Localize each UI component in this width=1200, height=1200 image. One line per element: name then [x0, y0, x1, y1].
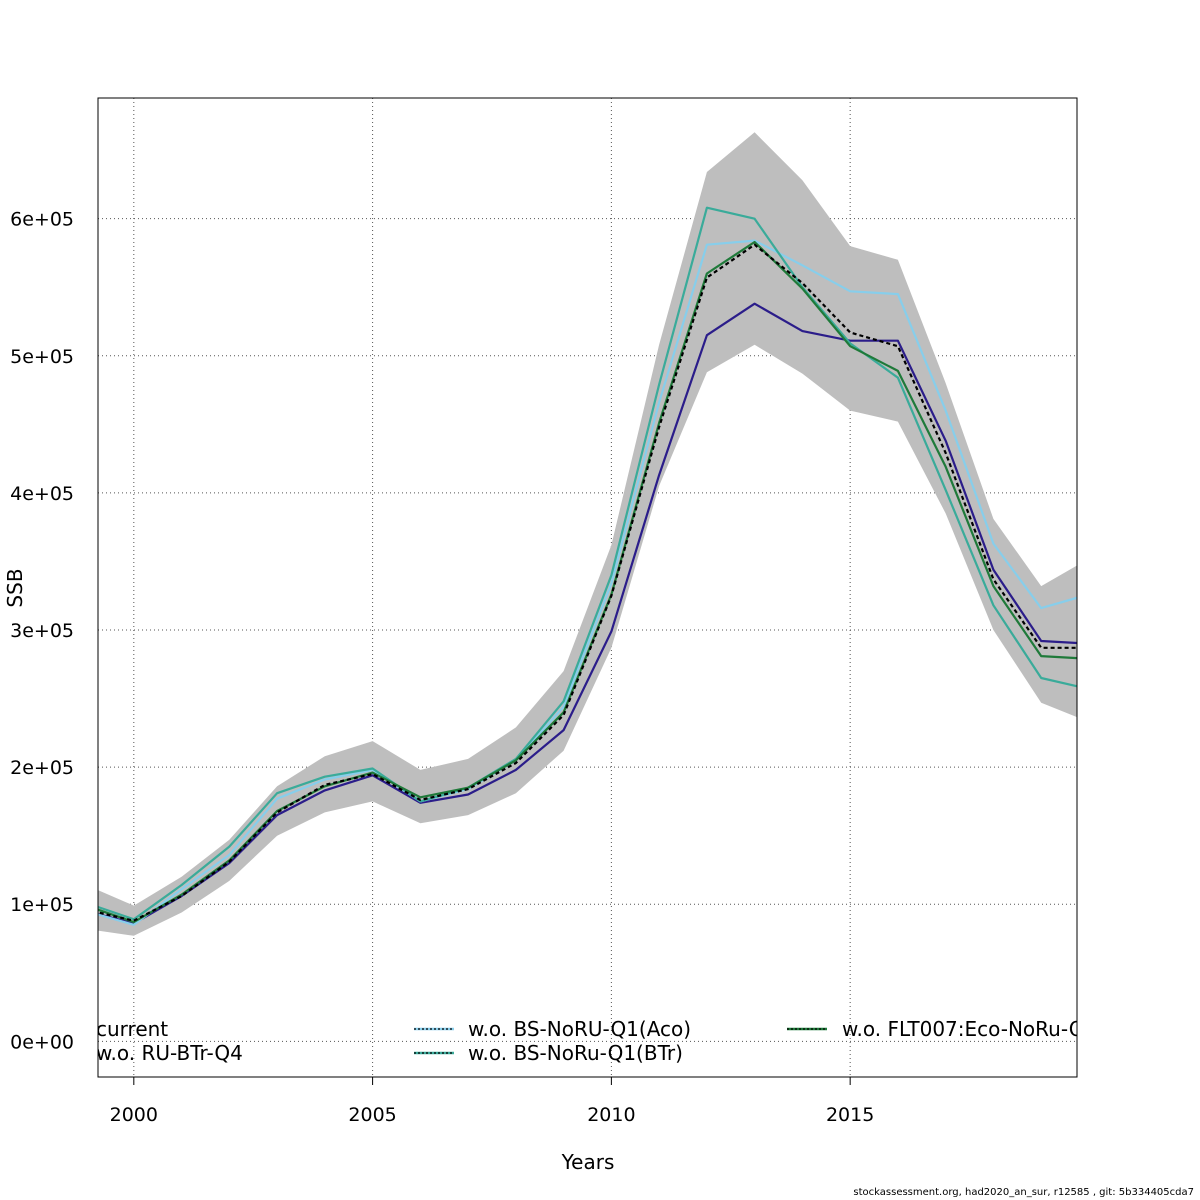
- legend-label: current: [96, 1017, 168, 1041]
- series-line: [98, 302, 1077, 925]
- y-tick-label: 2e+05: [10, 757, 74, 779]
- x-tick-label: 2010: [587, 1104, 635, 1126]
- x-tick-label: 2015: [826, 1104, 874, 1126]
- series-line: [98, 243, 1077, 922]
- legend-label: w.o. BS-NoRu-Q1(BTr): [468, 1041, 683, 1065]
- y-axis-label: SSB: [3, 568, 27, 607]
- series-line: [98, 240, 1077, 924]
- legend-label: w.o. RU-BTr-Q4: [96, 1041, 243, 1065]
- x-tick-label: 2000: [110, 1104, 158, 1126]
- grid: [98, 98, 1077, 1077]
- y-tick-label: 0e+00: [10, 1031, 74, 1053]
- axes: 2000 2005 2010 2015 0e+00 1e+05 2e+05 3e+05 4e+0…: [10, 209, 874, 1126]
- series-lines: [98, 206, 1077, 926]
- y-tick-label: 3e+05: [10, 620, 74, 642]
- footer-credit: stockassessment.org, had2020_an_sur, r12…: [853, 1187, 1194, 1198]
- legend-label: w.o. FLT007:Eco-NoRu-Q: [842, 1017, 1085, 1041]
- series-line: [98, 206, 1077, 921]
- y-tick-label: 4e+05: [10, 483, 74, 505]
- y-tick-label: 6e+05: [10, 209, 74, 231]
- y-tick-label: 1e+05: [10, 894, 74, 916]
- x-axis-label: Years: [561, 1150, 615, 1174]
- legend-label: w.o. BS-NoRU-Q1(Aco): [468, 1017, 691, 1041]
- x-tick-label: 2005: [348, 1104, 396, 1126]
- y-tick-label: 5e+05: [10, 346, 74, 368]
- series-line: [98, 239, 1077, 926]
- confidence-band: [98, 132, 1077, 936]
- plot-frame: [97, 97, 1078, 1078]
- confidence-band-layer: [98, 132, 1077, 936]
